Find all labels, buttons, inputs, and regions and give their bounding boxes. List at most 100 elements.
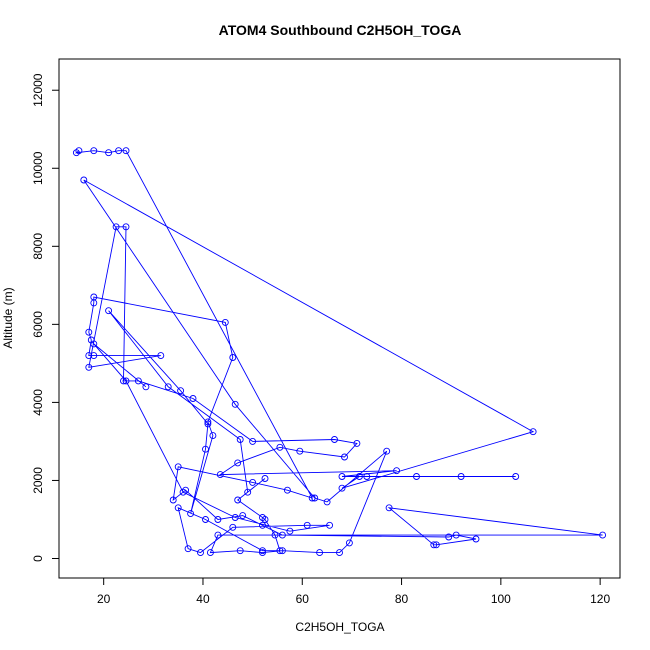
data-point (599, 531, 607, 539)
y-tick-label: 0 (31, 555, 45, 562)
data-point (472, 535, 480, 543)
x-tick-label: 80 (395, 592, 409, 606)
chart-title: ATOM4 Southbound C2H5OH_TOGA (219, 22, 462, 38)
data-point (311, 494, 319, 502)
data-point (383, 447, 391, 455)
data-point (385, 504, 393, 512)
data-point (234, 459, 242, 467)
x-axis: 20 40 60 80 100 120 (97, 578, 610, 606)
data-point (316, 549, 324, 557)
x-tick-label: 40 (196, 592, 210, 606)
data-point (174, 463, 182, 471)
data-point (169, 496, 177, 504)
data-point (326, 521, 334, 529)
data-point (271, 531, 279, 539)
y-tick-label: 4000 (31, 389, 45, 416)
data-point (338, 484, 346, 492)
data-point (90, 293, 98, 301)
data-point (231, 400, 239, 408)
data-point (214, 516, 222, 523)
data-point (363, 473, 371, 480)
data-point (204, 418, 212, 426)
data-point (209, 432, 217, 440)
data-point (445, 533, 453, 541)
data-point (341, 453, 348, 461)
y-axis: 0 2000 4000 6000 8000 10000 12000 (31, 73, 59, 562)
data-point (231, 514, 239, 521)
data-point (430, 541, 438, 549)
y-tick-label: 8000 (31, 233, 45, 260)
data-point (187, 510, 195, 518)
data-point (189, 395, 197, 402)
data-point (336, 549, 343, 557)
data-point (157, 352, 165, 360)
data-point (393, 467, 401, 475)
data-point (122, 377, 130, 385)
y-tick-label: 12000 (31, 73, 45, 107)
data-point (179, 488, 187, 496)
data-point (197, 549, 204, 557)
data-point (85, 363, 93, 371)
data-point (221, 318, 229, 326)
data-point (236, 436, 244, 443)
data-point (278, 531, 286, 539)
data-point (202, 445, 209, 453)
data-point (432, 541, 440, 549)
plot-frame (58, 58, 621, 579)
data-point (353, 439, 361, 447)
x-tick-label: 20 (97, 592, 111, 606)
data-point (234, 496, 242, 504)
data-point (512, 473, 520, 480)
data-point (112, 223, 120, 231)
data-point (120, 377, 127, 385)
data-point (202, 516, 209, 523)
data-point (216, 471, 224, 479)
data-point (259, 547, 266, 555)
data-point (90, 147, 98, 155)
data-point (236, 547, 244, 555)
data-point (72, 149, 80, 157)
data-point (303, 521, 311, 529)
data-point (122, 147, 130, 155)
y-axis-label: Altitude (m) (1, 287, 15, 348)
data-point (452, 531, 460, 539)
data-point (206, 549, 214, 557)
series-line (74, 150, 603, 554)
data-point (134, 377, 142, 385)
data-point (457, 473, 465, 480)
x-axis-label: C2H5OH_TOGA (295, 620, 384, 634)
x-tick-label: 100 (491, 592, 511, 606)
plot-area (72, 147, 607, 557)
y-tick-label: 2000 (31, 467, 45, 494)
data-point (529, 428, 537, 436)
y-tick-label: 10000 (31, 151, 45, 185)
data-point (345, 539, 353, 547)
data-point (229, 354, 237, 361)
data-point (278, 547, 286, 555)
data-point (90, 352, 98, 360)
data-point (261, 475, 269, 482)
data-point (85, 328, 93, 336)
data-point (283, 486, 291, 494)
data-point (122, 223, 130, 231)
data-point (177, 387, 185, 395)
data-point (355, 473, 363, 480)
data-point (323, 498, 331, 506)
data-point (338, 473, 346, 480)
data-point (259, 549, 266, 557)
data-point (184, 545, 192, 553)
data-point (261, 516, 269, 523)
data-point (249, 478, 257, 486)
data-point (249, 437, 257, 445)
data-point (174, 504, 182, 512)
data-point (239, 512, 247, 520)
data-point (308, 494, 316, 502)
data-point (286, 527, 294, 535)
data-point (115, 147, 123, 155)
data-point (214, 531, 222, 539)
data-point (413, 473, 420, 480)
y-tick-label: 6000 (31, 311, 45, 338)
data-point (105, 149, 113, 157)
x-tick-label: 60 (296, 592, 310, 606)
